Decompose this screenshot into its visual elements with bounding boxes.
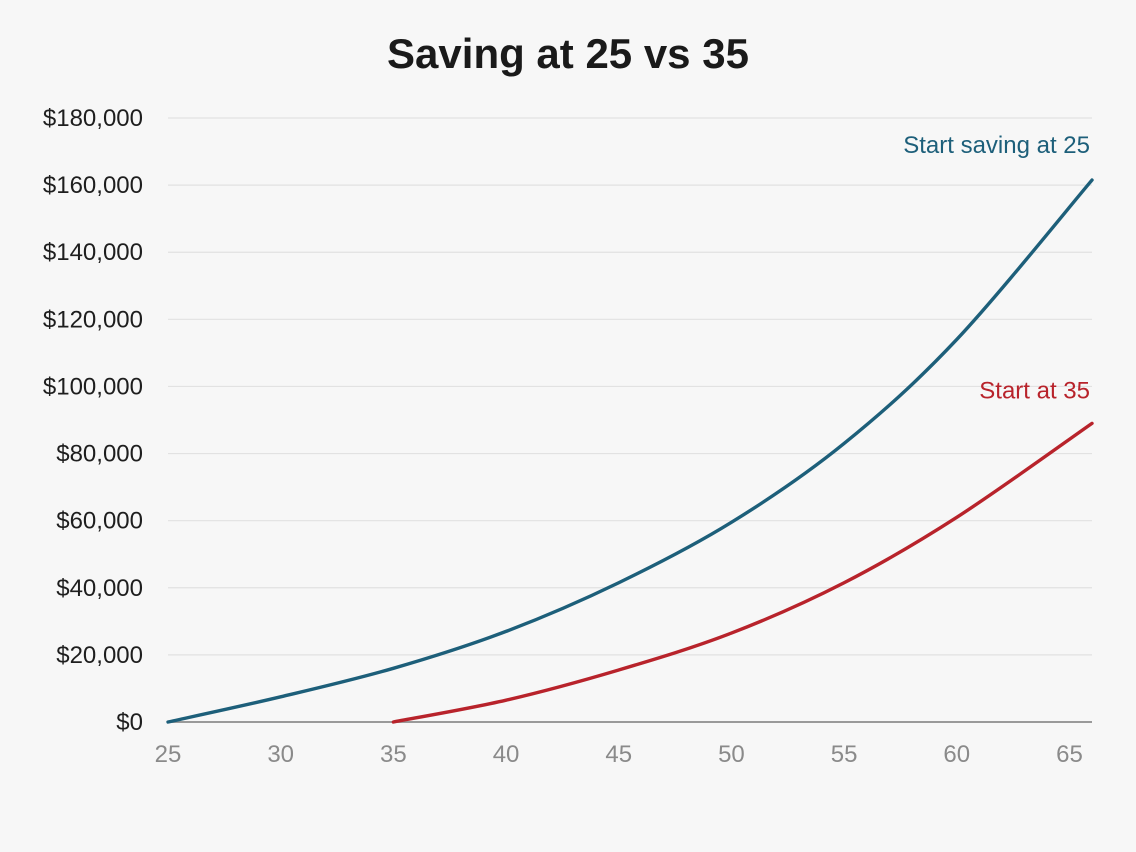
y-tick-label: $20,000 <box>56 642 143 669</box>
x-tick-label: 55 <box>831 741 858 768</box>
y-tick-label: $120,000 <box>43 306 143 333</box>
x-tick-label: 30 <box>267 741 294 768</box>
y-tick-label: $140,000 <box>43 239 143 266</box>
y-tick-label: $60,000 <box>56 508 143 535</box>
gridlines <box>168 117 1092 656</box>
x-tick-label: 65 <box>1056 741 1083 768</box>
series-labels: Start saving at 25 Start at 35 <box>903 132 1090 404</box>
x-axis-ticks: 25 30 35 40 45 50 55 60 65 <box>155 741 1083 768</box>
series-lines <box>166 178 1094 724</box>
x-tick-label: 40 <box>493 741 520 768</box>
y-tick-label: $100,000 <box>43 373 143 400</box>
x-tick-label: 45 <box>605 741 632 768</box>
y-tick-label: $180,000 <box>43 105 143 132</box>
x-tick-label: 50 <box>718 741 745 768</box>
y-tick-label: $160,000 <box>43 172 143 199</box>
y-tick-label: $0 <box>116 709 143 736</box>
chart-title: Saving at 25 vs 35 <box>387 30 749 77</box>
y-axis-ticks: $0 $20,000 $40,000 $60,000 $80,000 $100,000 $1… <box>43 105 143 736</box>
series-line-1 <box>391 421 1094 724</box>
x-tick-label: 25 <box>155 741 182 768</box>
series-label-0: Start saving at 25 <box>903 132 1090 159</box>
y-tick-label: $40,000 <box>56 575 143 602</box>
series-line-0 <box>166 178 1094 724</box>
x-tick-label: 60 <box>943 741 970 768</box>
y-tick-label: $80,000 <box>56 441 143 468</box>
series-label-1: Start at 35 <box>979 377 1090 404</box>
x-tick-label: 35 <box>380 741 407 768</box>
